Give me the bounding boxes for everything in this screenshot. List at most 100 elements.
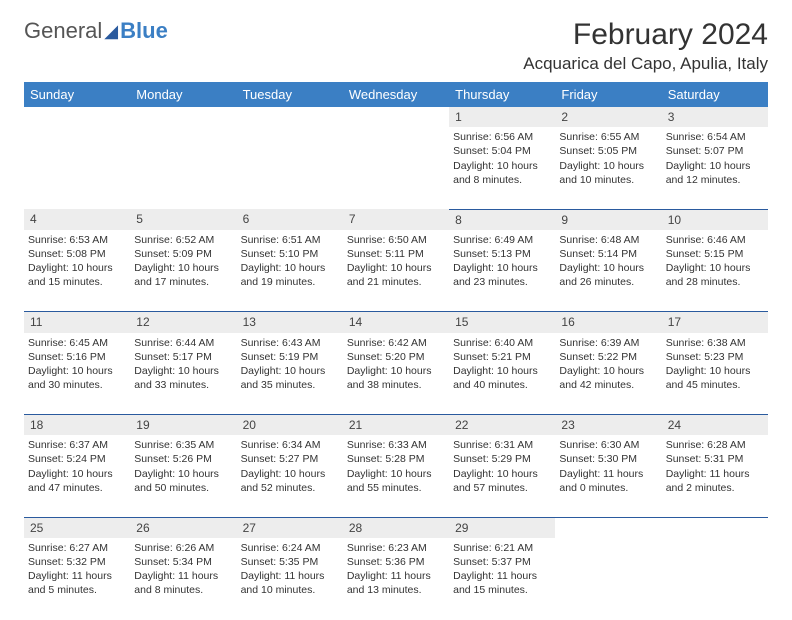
day-number: 3 (662, 107, 768, 127)
sunset-text: Sunset: 5:27 PM (241, 452, 339, 466)
day2-text: and 57 minutes. (453, 481, 551, 495)
day-number: 18 (24, 415, 130, 436)
day1-text: Daylight: 10 hours (666, 159, 764, 173)
calendar-table: Sunday Monday Tuesday Wednesday Thursday… (24, 82, 768, 620)
day-cell: Sunrise: 6:40 AMSunset: 5:21 PMDaylight:… (449, 333, 555, 415)
sunrise-text: Sunrise: 6:21 AM (453, 541, 551, 555)
day1-text: Daylight: 10 hours (559, 261, 657, 275)
sunset-text: Sunset: 5:07 PM (666, 144, 764, 158)
day-cell: Sunrise: 6:30 AMSunset: 5:30 PMDaylight:… (555, 435, 661, 517)
day-number: 6 (237, 209, 343, 230)
sunset-text: Sunset: 5:31 PM (666, 452, 764, 466)
detail-row: Sunrise: 6:56 AMSunset: 5:04 PMDaylight:… (24, 127, 768, 209)
day-cell: Sunrise: 6:31 AMSunset: 5:29 PMDaylight:… (449, 435, 555, 517)
day1-text: Daylight: 10 hours (347, 467, 445, 481)
day1-text: Daylight: 10 hours (134, 467, 232, 481)
sunrise-text: Sunrise: 6:35 AM (134, 438, 232, 452)
logo-arrow-icon: ◢ (104, 21, 118, 42)
sunset-text: Sunset: 5:10 PM (241, 247, 339, 261)
sunset-text: Sunset: 5:26 PM (134, 452, 232, 466)
sunset-text: Sunset: 5:28 PM (347, 452, 445, 466)
sunset-text: Sunset: 5:16 PM (28, 350, 126, 364)
day-cell: Sunrise: 6:38 AMSunset: 5:23 PMDaylight:… (662, 333, 768, 415)
day2-text: and 2 minutes. (666, 481, 764, 495)
day-cell: Sunrise: 6:54 AMSunset: 5:07 PMDaylight:… (662, 127, 768, 209)
day-number: 27 (237, 517, 343, 538)
sunset-text: Sunset: 5:14 PM (559, 247, 657, 261)
day-number: 5 (130, 209, 236, 230)
day-cell: Sunrise: 6:44 AMSunset: 5:17 PMDaylight:… (130, 333, 236, 415)
logo-part1: General (24, 18, 102, 44)
day1-text: Daylight: 10 hours (453, 261, 551, 275)
detail-row: Sunrise: 6:53 AMSunset: 5:08 PMDaylight:… (24, 230, 768, 312)
day-header-row: Sunday Monday Tuesday Wednesday Thursday… (24, 82, 768, 107)
day2-text: and 12 minutes. (666, 173, 764, 187)
day1-text: Daylight: 11 hours (453, 569, 551, 583)
day2-text: and 8 minutes. (453, 173, 551, 187)
day-cell: Sunrise: 6:24 AMSunset: 5:35 PMDaylight:… (237, 538, 343, 620)
sunrise-text: Sunrise: 6:26 AM (134, 541, 232, 555)
sunset-text: Sunset: 5:22 PM (559, 350, 657, 364)
sunrise-text: Sunrise: 6:56 AM (453, 130, 551, 144)
day1-text: Daylight: 10 hours (453, 364, 551, 378)
sunrise-text: Sunrise: 6:42 AM (347, 336, 445, 350)
sunrise-text: Sunrise: 6:33 AM (347, 438, 445, 452)
sunset-text: Sunset: 5:15 PM (666, 247, 764, 261)
day2-text: and 45 minutes. (666, 378, 764, 392)
sunrise-text: Sunrise: 6:27 AM (28, 541, 126, 555)
sunrise-text: Sunrise: 6:40 AM (453, 336, 551, 350)
sunrise-text: Sunrise: 6:50 AM (347, 233, 445, 247)
sunrise-text: Sunrise: 6:45 AM (28, 336, 126, 350)
day-cell: Sunrise: 6:39 AMSunset: 5:22 PMDaylight:… (555, 333, 661, 415)
day2-text: and 0 minutes. (559, 481, 657, 495)
day1-text: Daylight: 11 hours (666, 467, 764, 481)
day-cell: Sunrise: 6:49 AMSunset: 5:13 PMDaylight:… (449, 230, 555, 312)
sunrise-text: Sunrise: 6:31 AM (453, 438, 551, 452)
day1-text: Daylight: 10 hours (28, 364, 126, 378)
day1-text: Daylight: 10 hours (28, 261, 126, 275)
day-cell: Sunrise: 6:46 AMSunset: 5:15 PMDaylight:… (662, 230, 768, 312)
day2-text: and 21 minutes. (347, 275, 445, 289)
day1-text: Daylight: 10 hours (559, 364, 657, 378)
day-cell: Sunrise: 6:55 AMSunset: 5:05 PMDaylight:… (555, 127, 661, 209)
sunset-text: Sunset: 5:09 PM (134, 247, 232, 261)
sunset-text: Sunset: 5:29 PM (453, 452, 551, 466)
day2-text: and 30 minutes. (28, 378, 126, 392)
sunset-text: Sunset: 5:35 PM (241, 555, 339, 569)
day-header: Saturday (662, 82, 768, 107)
day-cell (24, 127, 130, 209)
sunset-text: Sunset: 5:19 PM (241, 350, 339, 364)
daynum-row: 45678910 (24, 209, 768, 230)
sunrise-text: Sunrise: 6:51 AM (241, 233, 339, 247)
day-cell: Sunrise: 6:51 AMSunset: 5:10 PMDaylight:… (237, 230, 343, 312)
day-number: 19 (130, 415, 236, 436)
sunrise-text: Sunrise: 6:34 AM (241, 438, 339, 452)
day-number: 24 (662, 415, 768, 436)
sunrise-text: Sunrise: 6:53 AM (28, 233, 126, 247)
daynum-row: 123 (24, 107, 768, 127)
sunset-text: Sunset: 5:20 PM (347, 350, 445, 364)
day2-text: and 55 minutes. (347, 481, 445, 495)
day-header: Sunday (24, 82, 130, 107)
day-cell: Sunrise: 6:43 AMSunset: 5:19 PMDaylight:… (237, 333, 343, 415)
sunset-text: Sunset: 5:13 PM (453, 247, 551, 261)
day-cell: Sunrise: 6:33 AMSunset: 5:28 PMDaylight:… (343, 435, 449, 517)
logo: General ◢ Blue (24, 18, 168, 44)
day2-text: and 26 minutes. (559, 275, 657, 289)
day-number: 10 (662, 209, 768, 230)
day1-text: Daylight: 11 hours (134, 569, 232, 583)
day-number: 14 (343, 312, 449, 333)
sunset-text: Sunset: 5:08 PM (28, 247, 126, 261)
day1-text: Daylight: 10 hours (453, 159, 551, 173)
day1-text: Daylight: 10 hours (666, 261, 764, 275)
sunrise-text: Sunrise: 6:30 AM (559, 438, 657, 452)
day1-text: Daylight: 10 hours (347, 364, 445, 378)
location-label: Acquarica del Capo, Apulia, Italy (523, 54, 768, 74)
sunrise-text: Sunrise: 6:55 AM (559, 130, 657, 144)
sunrise-text: Sunrise: 6:52 AM (134, 233, 232, 247)
daynum-row: 11121314151617 (24, 312, 768, 333)
day-cell: Sunrise: 6:21 AMSunset: 5:37 PMDaylight:… (449, 538, 555, 620)
daynum-row: 2526272829 (24, 517, 768, 538)
day2-text: and 5 minutes. (28, 583, 126, 597)
day1-text: Daylight: 10 hours (134, 364, 232, 378)
